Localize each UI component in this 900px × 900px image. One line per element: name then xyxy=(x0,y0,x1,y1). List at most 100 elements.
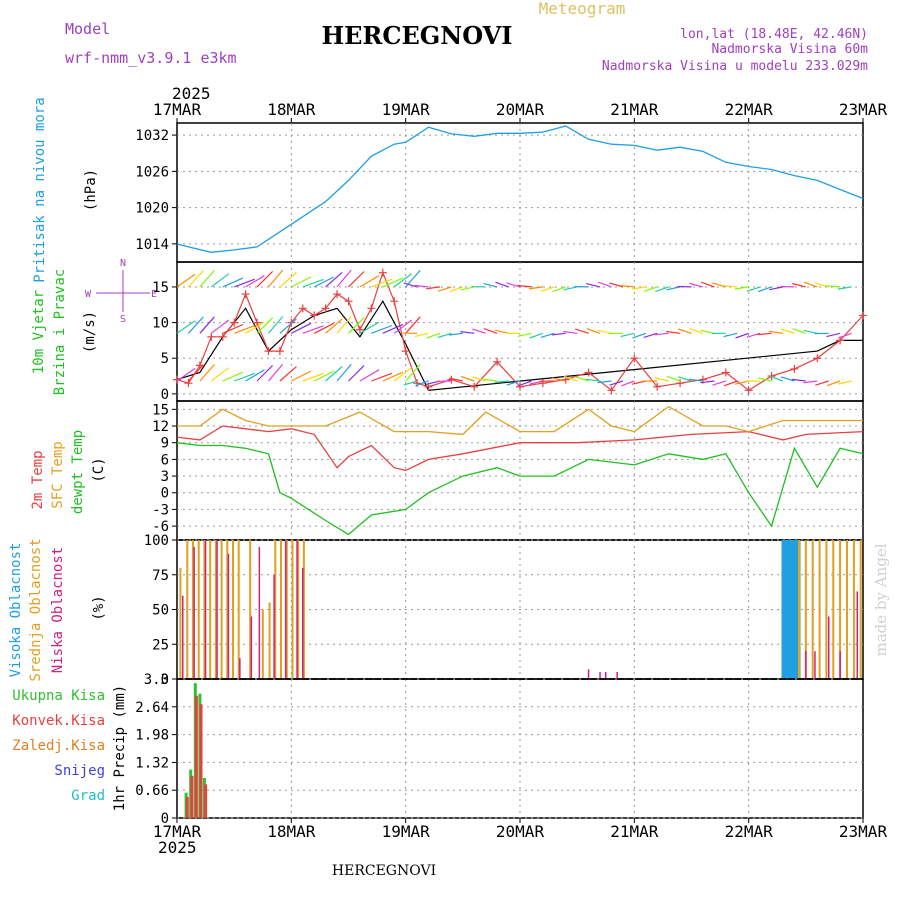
precip-conv-bar xyxy=(199,704,203,818)
wind-barb xyxy=(735,332,749,339)
wind-barb xyxy=(609,282,624,288)
wind-barb xyxy=(734,286,749,290)
low-cloud-bar xyxy=(302,567,304,679)
wind-barb xyxy=(826,285,841,288)
wind-barb xyxy=(245,321,265,334)
precip-conv-bar xyxy=(185,796,189,818)
wind-barb xyxy=(405,316,421,334)
wind-barb xyxy=(769,375,784,382)
wind-frame xyxy=(176,261,864,402)
wind-speed-point xyxy=(333,290,342,299)
temperature-ytick-label: -3 xyxy=(152,502,169,518)
x-tick-label-top: 23MAR xyxy=(839,100,888,119)
sfc-title: SFC Temp xyxy=(50,441,66,508)
x-tick-label-top: 18MAR xyxy=(267,100,316,119)
precip-conv-bar xyxy=(190,775,194,818)
lonlat-label: lon,lat (18.48E, 42.46N) xyxy=(680,27,868,42)
wind-barb xyxy=(689,282,704,288)
low-cloud-bar xyxy=(273,574,275,680)
wind-barb xyxy=(415,380,429,387)
wind-barb xyxy=(245,275,265,288)
wind-barb xyxy=(803,329,818,334)
wind-speed-point xyxy=(413,379,422,388)
wind-barb xyxy=(632,332,647,339)
wind-ytick-label: 10 xyxy=(152,316,169,332)
mid-cloud-bar xyxy=(804,540,807,679)
wind-barb xyxy=(448,377,463,382)
wind-barb xyxy=(723,380,738,387)
wind-barb xyxy=(620,380,635,387)
precip-ytick-label: 0.66 xyxy=(135,783,169,799)
mid-cloud-bar xyxy=(798,540,800,679)
x-tick-label-top: 22MAR xyxy=(725,100,774,119)
wind-barb xyxy=(187,316,204,334)
wind-speed-point xyxy=(859,311,867,320)
wind-barb xyxy=(678,328,692,334)
x-tick-label-bottom: 17MAR xyxy=(153,822,202,841)
wind-speed-point xyxy=(378,268,387,277)
pressure-panel: 1014 1020 1026 1032 xyxy=(135,122,864,263)
wind-barb xyxy=(575,376,589,382)
x-tick-label-bottom: 21MAR xyxy=(610,822,659,841)
wind-barb xyxy=(187,364,204,382)
wind-barb xyxy=(210,273,230,288)
wind-barb xyxy=(597,380,612,384)
wind-speed-point xyxy=(253,318,262,327)
wind-barb xyxy=(199,364,215,382)
wind-barb xyxy=(268,363,284,382)
wind-barb xyxy=(256,317,274,334)
wind-barb xyxy=(313,322,335,334)
wind-barb xyxy=(210,319,230,334)
year-top: 2025 xyxy=(172,84,211,103)
temp2m-line xyxy=(176,425,864,472)
mid-cloud-bar xyxy=(249,540,252,679)
mid-cloud-bar xyxy=(852,540,855,679)
pressure-ylabel: (hPa) xyxy=(83,169,99,211)
x-tick-label-bottom: 22MAR xyxy=(725,822,774,841)
cloud-ytick-label: 100 xyxy=(144,533,169,549)
mid-cloud-bar xyxy=(261,609,264,679)
precip-ytick-label: 1.32 xyxy=(135,755,169,771)
wind-barb xyxy=(279,272,297,288)
x-tick-label-bottom: 23MAR xyxy=(839,822,888,841)
wind-barb xyxy=(393,319,413,334)
mid-cloud-bar xyxy=(203,540,206,679)
wind-speed-point xyxy=(538,379,547,388)
mid-cloud-bar xyxy=(214,540,217,679)
wind-barb xyxy=(233,324,256,334)
wind-barb xyxy=(643,332,658,338)
wind-barb xyxy=(199,270,215,288)
wind-speed-point xyxy=(516,382,524,391)
wind-barb xyxy=(757,377,772,382)
wind-barb xyxy=(529,332,544,339)
wind-barb xyxy=(792,328,807,334)
wind-barb xyxy=(222,371,244,382)
wind-speed-point xyxy=(721,368,730,377)
precip-frame xyxy=(176,678,864,819)
low-cloud-bar xyxy=(258,547,261,679)
pressure-ytick-label: 1014 xyxy=(135,237,169,253)
wind-ylabel: (m/s) xyxy=(82,311,98,353)
wind-speed-point xyxy=(264,347,273,356)
wind-speed-point xyxy=(607,386,616,395)
wind-barb xyxy=(494,380,509,384)
wind-barb xyxy=(313,370,335,382)
x-tick-label-bottom: 20MAR xyxy=(496,822,545,841)
mid-cloud-bar xyxy=(209,540,212,679)
wind-barb xyxy=(769,330,784,334)
wind-speed-point xyxy=(230,318,239,327)
mid-cloud-bar xyxy=(274,540,277,679)
wind-barb xyxy=(302,278,324,288)
temp2m-title: 2m Temp xyxy=(30,450,46,509)
pressure-ytick-label: 1026 xyxy=(135,164,169,180)
wind-barb xyxy=(359,321,380,334)
wind-barb xyxy=(483,328,498,334)
wind-barb xyxy=(654,332,669,336)
mid-cloud-bar xyxy=(825,540,828,679)
wind-barb xyxy=(666,286,681,291)
low-cloud-bar xyxy=(182,595,184,679)
wind-barb xyxy=(382,277,404,288)
wind-barb xyxy=(302,372,324,382)
wind-barb xyxy=(199,316,215,334)
